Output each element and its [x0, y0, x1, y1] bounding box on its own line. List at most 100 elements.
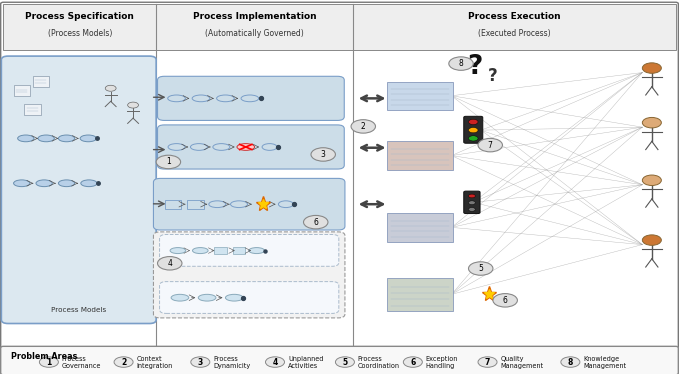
- Ellipse shape: [262, 144, 277, 150]
- Ellipse shape: [38, 135, 54, 142]
- Circle shape: [469, 201, 475, 205]
- Text: 7: 7: [488, 141, 493, 150]
- Ellipse shape: [225, 294, 243, 301]
- FancyBboxPatch shape: [160, 282, 339, 313]
- Ellipse shape: [171, 294, 189, 301]
- Text: 7: 7: [485, 358, 490, 367]
- FancyBboxPatch shape: [153, 232, 345, 318]
- Ellipse shape: [80, 135, 96, 142]
- Text: 3: 3: [198, 358, 203, 367]
- Text: 5: 5: [342, 358, 348, 367]
- Circle shape: [351, 120, 375, 133]
- FancyBboxPatch shape: [387, 213, 453, 242]
- Text: 6: 6: [313, 218, 318, 227]
- Circle shape: [469, 119, 478, 125]
- Text: Process Specification: Process Specification: [25, 12, 134, 21]
- FancyBboxPatch shape: [156, 4, 353, 50]
- Circle shape: [265, 357, 285, 367]
- FancyBboxPatch shape: [1, 2, 678, 349]
- Text: Process
Coordination: Process Coordination: [358, 356, 400, 368]
- Ellipse shape: [168, 144, 185, 150]
- Ellipse shape: [170, 248, 186, 254]
- Circle shape: [493, 294, 517, 307]
- Ellipse shape: [213, 144, 230, 150]
- Text: ?: ?: [468, 53, 483, 80]
- Ellipse shape: [209, 201, 225, 208]
- Text: 2: 2: [121, 358, 126, 367]
- Text: 2: 2: [361, 122, 365, 131]
- Circle shape: [478, 138, 502, 152]
- FancyBboxPatch shape: [353, 4, 676, 50]
- Text: Unplanned
Activities: Unplanned Activities: [288, 356, 323, 368]
- Ellipse shape: [190, 144, 208, 150]
- FancyBboxPatch shape: [1, 56, 156, 324]
- Circle shape: [478, 357, 497, 367]
- FancyBboxPatch shape: [387, 82, 453, 110]
- Ellipse shape: [241, 95, 259, 102]
- Ellipse shape: [237, 144, 255, 150]
- Circle shape: [642, 117, 661, 128]
- Circle shape: [128, 102, 139, 108]
- Ellipse shape: [58, 135, 75, 142]
- Circle shape: [39, 357, 58, 367]
- Text: 1: 1: [166, 157, 170, 166]
- FancyBboxPatch shape: [158, 125, 344, 169]
- Text: 8: 8: [568, 358, 573, 367]
- Text: 6: 6: [410, 358, 416, 367]
- Circle shape: [158, 257, 182, 270]
- Text: 3: 3: [320, 150, 326, 159]
- Text: 4: 4: [167, 259, 172, 268]
- Circle shape: [335, 357, 354, 367]
- Circle shape: [469, 262, 493, 275]
- Text: Process Execution: Process Execution: [468, 12, 561, 21]
- FancyBboxPatch shape: [24, 104, 41, 115]
- Text: 8: 8: [459, 59, 463, 68]
- Ellipse shape: [18, 135, 34, 142]
- FancyBboxPatch shape: [464, 191, 480, 214]
- Circle shape: [469, 208, 475, 211]
- Text: Exception
Handling: Exception Handling: [426, 356, 458, 368]
- FancyBboxPatch shape: [1, 346, 678, 374]
- Circle shape: [311, 148, 335, 161]
- FancyBboxPatch shape: [14, 85, 30, 96]
- Circle shape: [469, 136, 478, 141]
- Text: (Executed Process): (Executed Process): [478, 29, 551, 38]
- Text: 6: 6: [502, 296, 508, 305]
- Ellipse shape: [198, 294, 216, 301]
- Text: Problem Areas: Problem Areas: [11, 352, 77, 361]
- Text: 4: 4: [272, 358, 278, 367]
- Ellipse shape: [217, 95, 234, 102]
- FancyBboxPatch shape: [387, 141, 453, 170]
- Circle shape: [156, 155, 181, 169]
- Ellipse shape: [168, 95, 185, 102]
- Circle shape: [469, 128, 478, 133]
- Circle shape: [469, 194, 475, 198]
- Circle shape: [191, 357, 210, 367]
- Ellipse shape: [192, 95, 210, 102]
- FancyBboxPatch shape: [158, 76, 344, 120]
- Ellipse shape: [58, 180, 75, 187]
- Text: Context
Integration: Context Integration: [136, 356, 172, 368]
- Circle shape: [105, 85, 116, 91]
- Ellipse shape: [14, 180, 30, 187]
- Circle shape: [642, 235, 661, 245]
- Text: Process Models: Process Models: [51, 307, 107, 313]
- Circle shape: [642, 63, 661, 73]
- FancyBboxPatch shape: [464, 116, 483, 143]
- Ellipse shape: [278, 201, 293, 208]
- FancyBboxPatch shape: [3, 4, 156, 50]
- Circle shape: [304, 215, 328, 229]
- Circle shape: [403, 357, 422, 367]
- FancyBboxPatch shape: [153, 178, 345, 230]
- Text: (Automatically Governed): (Automatically Governed): [205, 29, 304, 38]
- Ellipse shape: [193, 248, 208, 254]
- FancyBboxPatch shape: [160, 234, 339, 266]
- Circle shape: [114, 357, 133, 367]
- Text: (Process Models): (Process Models): [48, 29, 112, 38]
- Text: ?: ?: [488, 67, 498, 85]
- Circle shape: [449, 57, 473, 70]
- Text: Quality
Management: Quality Management: [500, 356, 544, 368]
- Text: Process
Governance: Process Governance: [62, 356, 101, 368]
- Text: 1: 1: [46, 358, 52, 367]
- Text: 5: 5: [478, 264, 483, 273]
